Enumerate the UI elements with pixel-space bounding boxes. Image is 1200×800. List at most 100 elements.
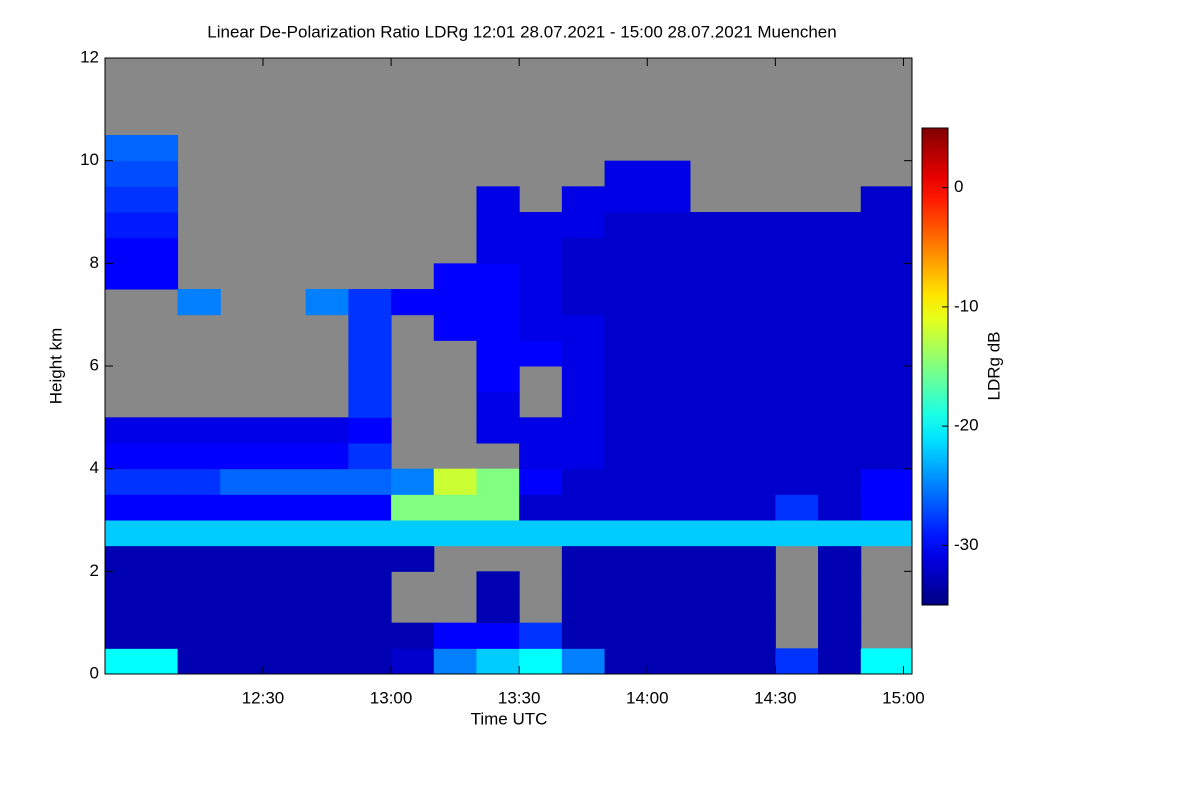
heatmap-cell [177,622,221,649]
heatmap-cell [305,494,349,521]
y-tick-label: 10 [80,150,99,169]
heatmap-cell [689,263,734,290]
heatmap-cell [604,314,648,341]
heatmap-cell [391,622,435,649]
colorbar-tick-label: -30 [954,535,979,554]
heatmap-cell [105,520,179,547]
heatmap-cell [262,417,307,444]
heatmap-cell [177,494,221,521]
heatmap-cell [689,366,734,393]
heatmap-cell [177,545,221,572]
heatmap-cell [519,468,563,495]
y-tick-label: 12 [80,47,99,66]
heatmap-cell [476,340,520,367]
heatmap-cell [519,443,563,470]
heatmap-cell [391,545,435,572]
heatmap-cell [220,468,264,495]
heatmap-cell [348,366,392,393]
heatmap-cell [860,237,913,264]
heatmap-cell [689,622,734,649]
heatmap-cell [818,289,862,316]
heatmap-cell [519,494,563,521]
heatmap-cell [305,622,349,649]
heatmap-cell [604,289,648,316]
heatmap-cell [476,648,520,675]
heatmap-cell [433,468,477,495]
heatmap-cell [860,314,913,341]
heatmap-cell [732,391,776,418]
heatmap-cell [647,366,691,393]
heatmap-cell [860,186,913,213]
heatmap-cell [732,366,776,393]
heatmap-cell [262,443,307,470]
heatmap-cell [519,417,563,444]
heatmap-cell [604,237,648,264]
heatmap-cell [262,545,307,572]
heatmap-cell [732,340,776,367]
heatmap-cell [220,545,264,572]
heatmap-cell [818,391,862,418]
heatmap-cell [689,212,734,239]
heatmap-cell [818,314,862,341]
heatmap-cell [348,648,392,675]
heatmap-cell [105,160,179,187]
heatmap-cell [860,340,913,367]
x-tick-label: 14:30 [754,688,797,707]
heatmap-cell [689,545,734,572]
heatmap-cell [348,468,392,495]
heatmap-cell [818,443,862,470]
heatmap-cell [689,340,734,367]
heatmap-cell [476,212,520,239]
heatmap-cell [647,622,691,649]
heatmap-cell [476,520,520,547]
heatmap-cell [561,186,606,213]
heatmap-cell [348,391,392,418]
heatmap-cell [732,443,776,470]
heatmap-cell [860,417,913,444]
heatmap-cell [775,263,819,290]
heatmap-cell [177,571,221,598]
heatmap-cell [775,289,819,316]
heatmap-cell [561,622,606,649]
heatmap-cell [689,391,734,418]
heatmap-cell [519,622,563,649]
heatmap-cell [818,340,862,367]
heatmap-cell [220,443,264,470]
heatmap-cell [689,289,734,316]
heatmap-cell [220,571,264,598]
heatmap-cell [818,520,862,547]
heatmap-cell [105,571,179,598]
heatmap-cell [519,340,563,367]
heatmap-cell [177,520,221,547]
heatmap-cell [262,571,307,598]
heatmap-cell [561,314,606,341]
heatmap-cell [732,237,776,264]
heatmap-cell [391,289,435,316]
heatmap-cell [105,468,179,495]
heatmap-cell [305,597,349,624]
heatmap-cell [220,520,264,547]
heatmap-cell [604,443,648,470]
heatmap-cell [561,366,606,393]
heatmap-cell [818,648,862,675]
heatmap-cell [775,366,819,393]
heatmap-cell [604,417,648,444]
heatmap-cell [561,391,606,418]
heatmap-cell [604,340,648,367]
heatmap-cell [818,622,862,649]
heatmap-cell [305,468,349,495]
heatmap-cell [818,494,862,521]
heatmap-cell [604,391,648,418]
heatmap-cell [775,648,819,675]
heatmap-cell [476,391,520,418]
heatmap-cell [860,212,913,239]
colorbar-tick-label: 0 [954,177,963,196]
heatmap-cell [647,597,691,624]
heatmap-cell [391,494,435,521]
heatmap-cell [604,520,648,547]
heatmap-cell [476,186,520,213]
heatmap-cell [732,263,776,290]
heatmap-cell [860,520,913,547]
heatmap-cell [105,545,179,572]
heatmap-cell [561,289,606,316]
